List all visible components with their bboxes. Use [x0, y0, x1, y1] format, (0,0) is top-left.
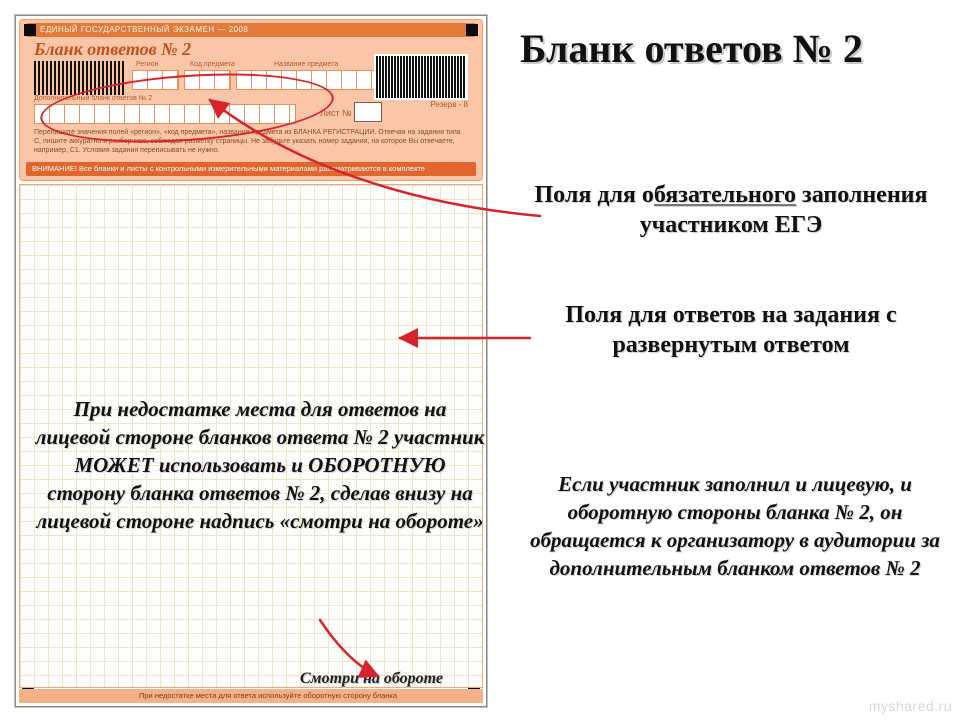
form-header: ЕДИНЫЙ ГОСУДАРСТВЕННЫЙ ЭКЗАМЕН — 2008 Бл…: [19, 19, 483, 181]
answer-form: ЕДИНЫЙ ГОСУДАРСТВЕННЫЙ ЭКЗАМЕН — 2008 Бл…: [15, 15, 487, 707]
handwritten-hint: Смотри на обороте: [300, 670, 443, 688]
barcode-icon: [34, 61, 124, 95]
annotation-mandatory-fields: Поля для обязательного заполнения участн…: [516, 180, 946, 240]
annotation-right-body: Если участник заполнил и лицевую, и обор…: [530, 470, 940, 582]
annotation-left-body: При недостатке места для ответов на лице…: [35, 395, 485, 535]
barcode-icon: [374, 54, 468, 100]
field-region: [132, 70, 179, 90]
label-region: Регион: [136, 61, 158, 69]
marker-square: [466, 24, 478, 36]
marker-square: [24, 24, 36, 36]
watermark: myshared.ru: [869, 698, 952, 714]
form-script-title: Бланк ответов № 2: [34, 39, 191, 59]
field-subject-code: [184, 70, 231, 90]
form-footer-strip: При недостатке места для ответа использу…: [19, 689, 483, 703]
label-reserve: Резерв - 8: [430, 100, 468, 109]
field-sheet-number: [354, 102, 382, 122]
label-sheet: Лист №: [320, 108, 352, 118]
form-top-strip: ЕДИНЫЙ ГОСУДАРСТВЕННЫЙ ЭКЗАМЕН — 2008: [26, 23, 476, 37]
field-subject-name: [236, 70, 376, 90]
form-warning-strip: ВНИМАНИЕ! Все бланки и листы с контрольн…: [26, 162, 476, 176]
label-subject-code: Код предмета: [190, 61, 235, 69]
annotation-answer-fields: Поля для ответов на задания с развернуты…: [516, 300, 946, 360]
form-fine-print: Перепишите значения полей «регион», «код…: [34, 128, 468, 155]
page-title: Бланк ответов № 2: [520, 25, 940, 73]
label-subject-name: Название предмета: [274, 61, 338, 69]
field-extra-form: [34, 104, 296, 124]
label-extra-form: Дополнительный бланк ответов № 2: [34, 95, 152, 103]
